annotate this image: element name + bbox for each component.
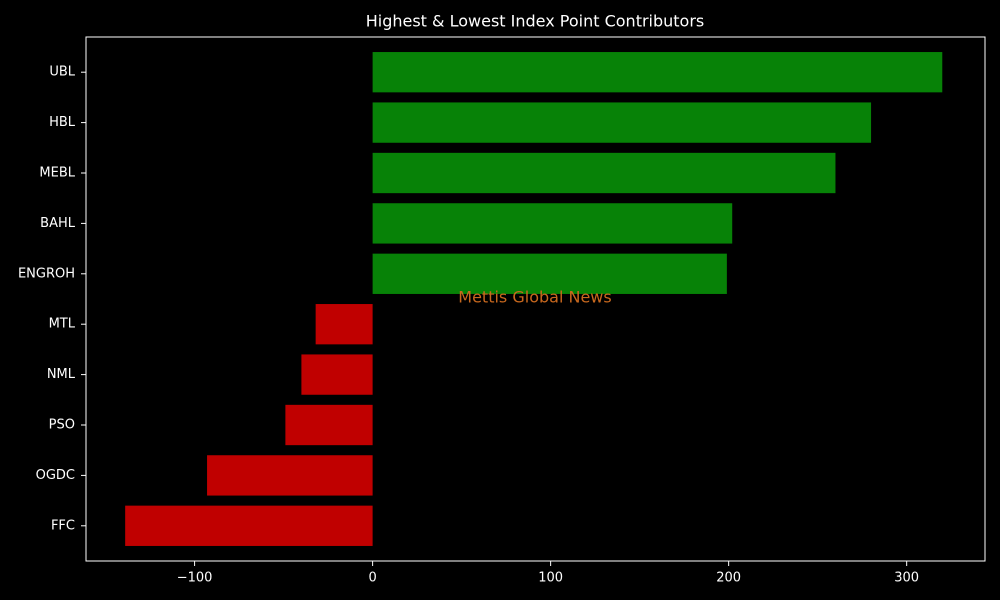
y-tick-label: UBL (49, 65, 75, 80)
bar (372, 102, 872, 143)
bar (372, 203, 733, 244)
bar (125, 505, 373, 546)
y-tick-label: OGDC (36, 468, 75, 483)
y-tick-label: HBL (49, 115, 76, 130)
bar (301, 354, 373, 395)
bar (372, 152, 836, 194)
bar (372, 52, 943, 93)
x-tick-label: 200 (716, 571, 741, 586)
bar (372, 253, 727, 294)
x-tick-label: 300 (894, 571, 919, 586)
bar (315, 304, 373, 345)
bar (285, 404, 373, 446)
chart-title: Highest & Lowest Index Point Contributor… (366, 12, 705, 31)
y-tick-label: MTL (49, 317, 76, 332)
x-tick-label: 100 (538, 571, 563, 586)
x-tick-label: −100 (177, 571, 213, 586)
y-tick-label: PSO (49, 418, 75, 433)
watermark: Mettis Global News (458, 288, 611, 307)
y-tick-label: ENGROH (18, 266, 75, 281)
y-tick-label: NML (47, 367, 76, 382)
bar (207, 455, 373, 496)
y-tick-label: FFC (51, 518, 75, 533)
x-tick-label: 0 (368, 571, 376, 586)
plot-frame (85, 36, 986, 562)
y-tick-label: MEBL (39, 166, 75, 181)
y-tick-label: BAHL (40, 216, 76, 231)
